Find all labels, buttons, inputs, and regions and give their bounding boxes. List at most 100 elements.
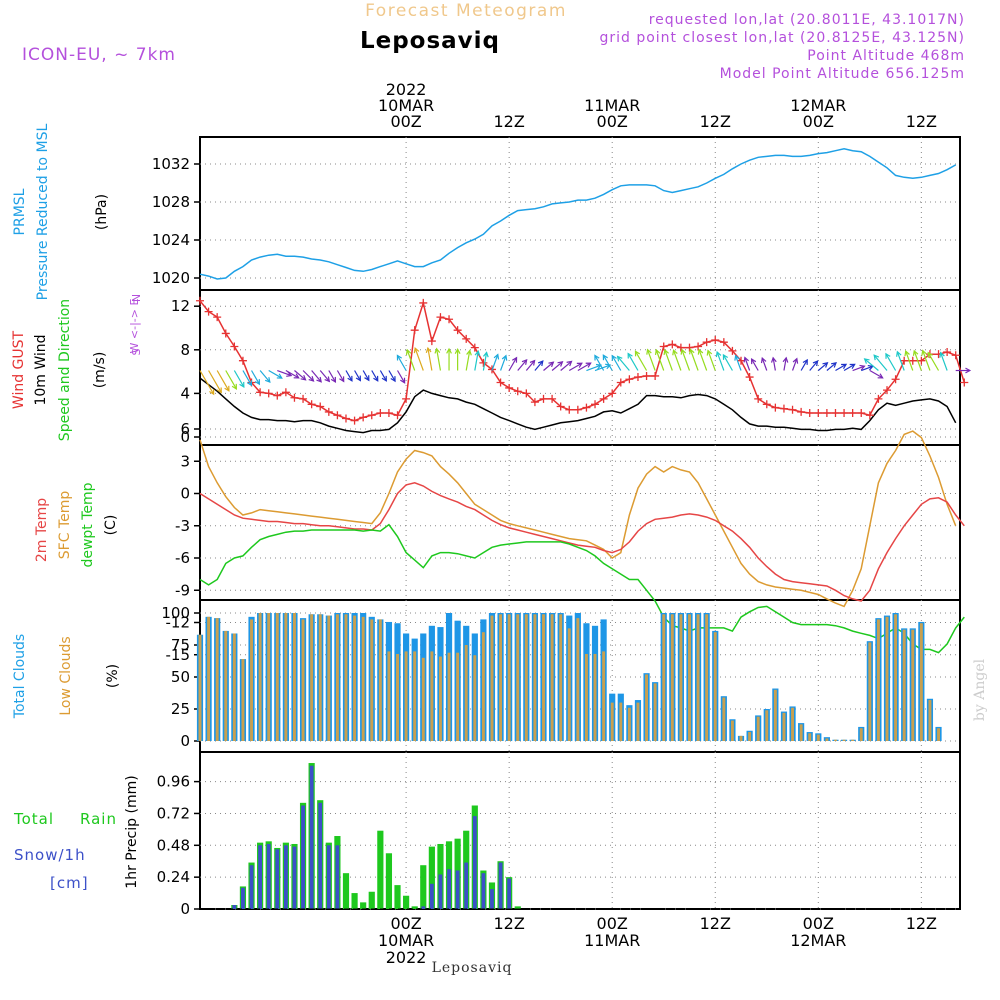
wind-arrow-head: [209, 389, 215, 396]
ytick-label-wind: 0: [180, 428, 190, 446]
low-cloud-bar: [911, 629, 915, 741]
gust-marker: [874, 394, 883, 403]
wind-arrow: [783, 357, 787, 371]
time-label-top: 12Z: [493, 112, 524, 131]
wind-arrow-head: [300, 374, 307, 381]
wind-arrow-head: [885, 352, 891, 359]
wind-arrow: [864, 358, 879, 371]
panel-frame-pressure: [199, 136, 961, 291]
low-cloud-bar: [593, 653, 597, 741]
wind-arrow: [843, 363, 855, 372]
wind-arrow: [465, 350, 471, 371]
low-cloud-bar: [688, 614, 691, 741]
wind-dir-label: Speed and Direction: [57, 299, 73, 441]
model-altitude: Model Point Altitude 656.125m: [720, 66, 965, 82]
ytick-label-wind: 12: [171, 297, 190, 315]
wind-arrow: [388, 370, 396, 382]
snow-bar: [438, 874, 443, 909]
wind-arrow-head: [616, 355, 623, 362]
low-cloud-bar: [842, 739, 846, 741]
time-label-bottom: 12MAR: [790, 931, 846, 950]
gust-marker: [402, 394, 411, 403]
rain-bar: [403, 895, 410, 909]
snow-bar: [498, 862, 503, 909]
wind-arrow: [379, 370, 387, 382]
low-cloud-bar: [662, 614, 666, 741]
time-label-top: 00Z: [597, 112, 628, 131]
wind-arrow: [594, 355, 605, 371]
wind-arrow-head: [482, 351, 489, 358]
wind-arrow-head: [831, 362, 837, 368]
gust-marker: [548, 394, 557, 403]
wind-arrow: [500, 355, 507, 371]
low-cloud-bar: [894, 614, 898, 741]
low-cloud-bar: [335, 614, 339, 741]
pressure-unit: (hPa): [94, 194, 110, 230]
gust-marker: [582, 403, 591, 412]
wind-arrow: [491, 354, 499, 371]
gust-marker: [290, 393, 299, 402]
wind-arrow: [681, 349, 691, 371]
wind-arrow-head: [425, 346, 432, 353]
gust-marker: [616, 378, 625, 387]
low-cloud-bar: [773, 689, 777, 741]
wind-arrow-head: [849, 363, 856, 369]
gust-marker: [659, 342, 668, 351]
gust-marker: [805, 409, 814, 418]
wind-arrow: [251, 370, 260, 385]
wind-arrow-head: [413, 347, 420, 354]
gust-marker: [608, 389, 617, 398]
gust-marker: [462, 334, 471, 343]
wind-arrow: [577, 362, 591, 372]
snow-bar: [241, 887, 245, 909]
gust-marker: [822, 409, 831, 418]
wind-arrow: [861, 365, 873, 372]
ytick-label-temp: -9: [175, 581, 190, 599]
ytick-label-precip: 0.48: [157, 836, 190, 854]
gust-marker: [857, 409, 866, 418]
sfc-temp-label: SFC Temp: [57, 491, 73, 560]
wind-arrow-head: [246, 380, 253, 387]
wind-arrow: [707, 350, 716, 371]
ytick-label-wind: 8: [180, 341, 190, 359]
wind-arrow: [371, 370, 379, 382]
wind-arrow: [233, 370, 245, 388]
wind-arrow: [761, 357, 768, 371]
gust-marker: [797, 407, 806, 416]
wind-arrow-head: [743, 356, 750, 363]
wind-arrow: [543, 361, 554, 371]
gust-marker: [814, 409, 823, 418]
gust-marker: [367, 411, 376, 420]
gust-marker: [445, 315, 454, 324]
low-cloud-bar: [748, 732, 752, 741]
low-cloud-bar: [224, 630, 228, 741]
wind-arrow: [560, 360, 572, 371]
low-cloud-bar: [353, 615, 357, 741]
wind-arrow: [277, 369, 292, 377]
wind-arrow-head: [231, 383, 237, 390]
time-label-bottom: 12Z: [493, 914, 524, 933]
low-cloud-bar: [696, 614, 700, 741]
wind-arrow: [354, 370, 361, 381]
wind-arrow: [285, 369, 299, 379]
pressure-line: [199, 148, 957, 280]
low-cloud-bar: [619, 702, 623, 741]
low-cloud-bar: [782, 712, 786, 741]
gust-marker: [737, 356, 746, 365]
gust-marker: [479, 358, 488, 367]
wind-arrow: [396, 370, 406, 384]
wind-arrow: [482, 352, 488, 371]
snow-bar: [258, 845, 263, 909]
low-cloud-bar: [765, 710, 769, 741]
temp2m-line: [199, 482, 965, 602]
time-label-top: 12MAR: [790, 96, 846, 115]
snow-bar: [447, 869, 451, 909]
low-cloud-bar: [490, 615, 494, 741]
dewpt-line: [199, 523, 965, 654]
wind-arrow: [869, 369, 883, 379]
wind-arrow-head: [672, 349, 678, 356]
ytick-label-pressure: 1032: [152, 155, 190, 173]
chart-supertitle: Forecast Meteogram: [365, 1, 567, 21]
pressure-label-1: PRMSL: [12, 188, 28, 235]
gust-marker: [943, 347, 952, 356]
